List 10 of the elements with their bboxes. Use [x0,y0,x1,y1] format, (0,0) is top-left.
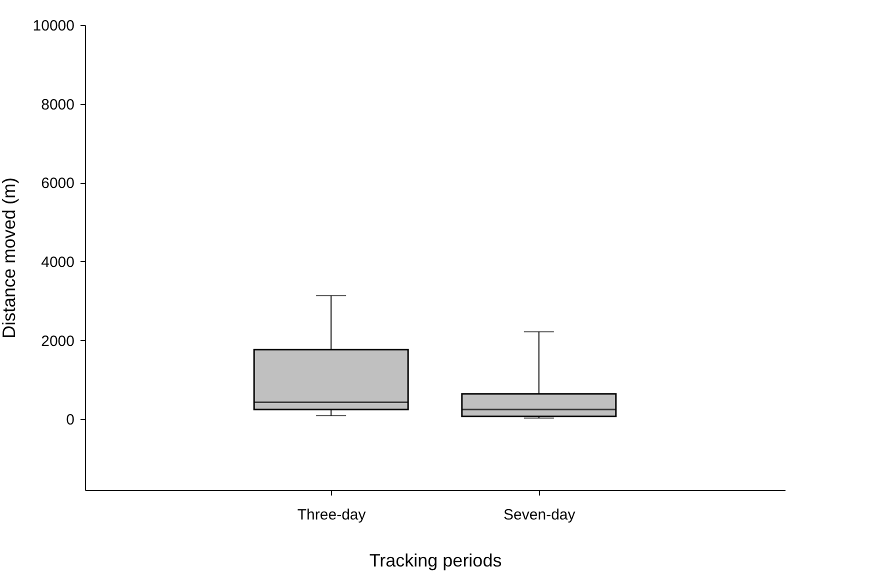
y-tick-label: 4000 [41,254,74,271]
x-axis-title: Tracking periods [369,550,502,570]
y-tick-label: 2000 [41,332,74,350]
y-tick-label: 10000 [32,18,74,34]
x-tick-label: Three-day [297,506,366,524]
y-tick-label: 6000 [41,175,74,192]
y-tick-label: 8000 [41,96,74,114]
y-axis-title: Distance moved (m) [0,177,19,339]
y-tick-label: 0 [66,412,74,429]
x-tick-label: Seven-day [504,506,576,524]
